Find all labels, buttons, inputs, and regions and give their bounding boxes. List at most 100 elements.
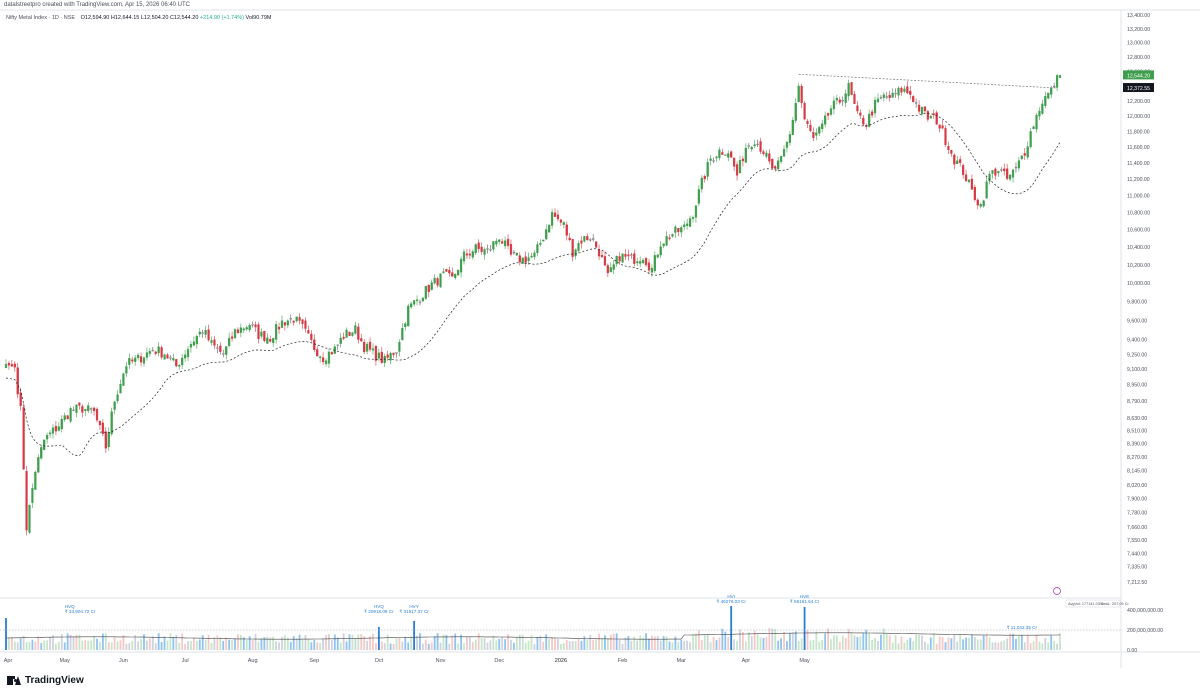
- volume-bar: [1032, 641, 1035, 650]
- candle: [321, 352, 325, 365]
- price-tick-label: 11,400.00: [1127, 161, 1150, 167]
- volume-bar: [395, 638, 398, 650]
- candle-body: [139, 356, 143, 363]
- candle: [777, 156, 780, 172]
- event-marker-icon: [1053, 587, 1061, 595]
- volume-bar: [1035, 634, 1038, 650]
- candle: [495, 238, 498, 247]
- volume-bar: [366, 640, 369, 650]
- time-tick-label: Sep: [309, 658, 319, 664]
- candle-body: [427, 285, 430, 292]
- candle-body: [348, 331, 351, 336]
- candle: [242, 327, 245, 334]
- volume-bar: [768, 628, 771, 650]
- candle: [277, 322, 281, 335]
- price-tick-label: 8,390.00: [1127, 442, 1147, 448]
- volume-bar: [339, 642, 342, 650]
- candle: [122, 372, 125, 386]
- candle: [72, 406, 75, 411]
- candle-body: [310, 333, 313, 340]
- candle-body: [595, 241, 598, 248]
- candle: [119, 379, 122, 394]
- candle-body: [327, 351, 331, 364]
- candle-body: [791, 120, 794, 135]
- candle-body: [662, 243, 665, 247]
- candle-body: [838, 99, 841, 103]
- volume-bar: [278, 642, 280, 650]
- candle-body: [1023, 153, 1026, 156]
- candle: [1035, 112, 1038, 133]
- candle-body: [245, 327, 248, 330]
- candle: [383, 353, 386, 367]
- candle: [201, 329, 204, 338]
- volume-bar: [8, 637, 10, 650]
- volume-bar: [10, 637, 13, 650]
- volume-bar: [1012, 633, 1014, 650]
- candle: [43, 439, 46, 451]
- volume-bar: [677, 642, 680, 650]
- candle-body: [72, 409, 75, 411]
- candle: [668, 234, 671, 241]
- candle-body: [509, 244, 513, 255]
- candle: [37, 454, 40, 473]
- candle-body: [859, 112, 862, 116]
- candle-body: [941, 125, 944, 129]
- candle: [506, 234, 510, 250]
- volume-bar: [559, 643, 562, 650]
- candle: [518, 252, 521, 266]
- candle-body: [113, 401, 116, 410]
- candle-body: [57, 426, 60, 431]
- candle-body: [677, 228, 680, 232]
- candle-body: [45, 435, 49, 440]
- candle-body: [1014, 166, 1018, 169]
- candle-body: [25, 470, 28, 531]
- volume-bar: [894, 635, 897, 650]
- volume-bar: [319, 643, 322, 650]
- candle-body: [183, 354, 187, 359]
- volume-bar: [251, 639, 254, 650]
- candle: [815, 128, 818, 141]
- candle: [832, 96, 836, 115]
- candle: [979, 202, 982, 209]
- candle: [553, 208, 557, 217]
- candle-body: [592, 238, 595, 240]
- volume-bar: [962, 639, 965, 650]
- volume-bar: [237, 634, 239, 650]
- volume-bar: [351, 634, 354, 650]
- volume-bar: [747, 632, 750, 650]
- volume-bar: [1009, 633, 1011, 650]
- volume-bar: [727, 637, 730, 650]
- candle-body: [87, 405, 90, 411]
- volume-bar: [601, 638, 603, 650]
- candle: [134, 354, 137, 366]
- candle: [57, 422, 60, 432]
- volume-bar: [348, 634, 351, 650]
- volume-bar: [1053, 640, 1056, 650]
- volume-tick-label: 200,000,000.00: [1127, 628, 1163, 634]
- candle: [515, 252, 518, 256]
- candle-body: [959, 159, 962, 163]
- candle: [239, 323, 242, 338]
- price-chart[interactable]: 13,400.0013,200.0013,000.0012,800.0012,6…: [0, 0, 1200, 668]
- candle: [785, 141, 789, 153]
- candle: [615, 255, 618, 267]
- volume-bar: [442, 634, 445, 650]
- candle-body: [169, 357, 172, 359]
- candle: [69, 406, 72, 424]
- price-tick-label: 10,000.00: [1127, 281, 1150, 287]
- candle-body: [189, 344, 193, 348]
- candle-body: [492, 241, 495, 250]
- volume-bar: [674, 636, 677, 650]
- candle: [821, 119, 824, 133]
- candle-body: [248, 325, 251, 331]
- candle-body: [1041, 103, 1044, 114]
- candle-body: [586, 236, 589, 241]
- candle-body: [242, 328, 245, 331]
- volume-bar: [234, 638, 236, 650]
- candle: [233, 328, 237, 340]
- tradingview-logo-icon: [7, 675, 21, 685]
- volume-bar: [971, 634, 973, 650]
- candle: [316, 345, 319, 357]
- candle: [1020, 154, 1023, 160]
- volume-bar: [1015, 638, 1017, 650]
